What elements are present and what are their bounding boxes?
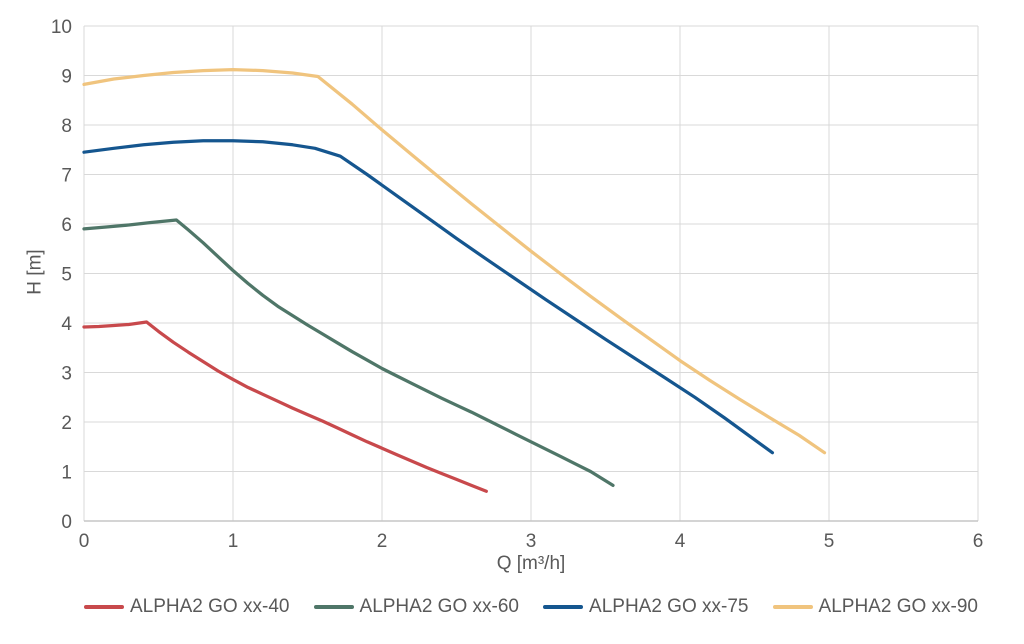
x-tick-label: 2 <box>377 531 388 552</box>
series-line-alpha2-go-xx-75 <box>82 139 775 455</box>
legend-label: ALPHA2 GO xx-90 <box>818 596 978 617</box>
x-tick-label: 5 <box>824 531 835 552</box>
y-axis-title: H [m] <box>24 249 46 295</box>
legend-item-alpha2-go-xx-90: ALPHA2 GO xx-90 <box>772 596 978 618</box>
legend-swatch <box>772 605 813 609</box>
x-tick-label: 3 <box>526 531 537 552</box>
y-tick-label: 4 <box>61 314 72 335</box>
legend-swatch <box>543 605 584 609</box>
legend: ALPHA2 GO xx-40 ALPHA2 GO xx-60 ALPHA2 GO … <box>84 596 978 618</box>
y-tick-label: 6 <box>61 215 72 236</box>
y-tick-label: 1 <box>61 463 72 484</box>
legend-swatch <box>313 605 354 609</box>
legend-item-alpha2-go-xx-75: ALPHA2 GO xx-75 <box>543 596 748 618</box>
legend-item-alpha2-go-xx-40: ALPHA2 GO xx-40 <box>84 596 289 618</box>
legend-item-alpha2-go-xx-60: ALPHA2 GO xx-60 <box>313 596 519 618</box>
x-tick-label: 6 <box>973 531 984 552</box>
y-tick-label: 10 <box>51 17 72 38</box>
x-tick-label: 4 <box>675 531 686 552</box>
x-tick-label: 1 <box>228 531 239 552</box>
y-tick-label: 7 <box>61 166 72 187</box>
legend-label: ALPHA2 GO xx-40 <box>130 596 290 617</box>
series-line-alpha2-go-xx-40 <box>82 320 488 493</box>
legend-label: ALPHA2 GO xx-60 <box>359 596 519 617</box>
y-tick-label: 8 <box>61 116 72 137</box>
y-tick-label: 5 <box>61 265 72 286</box>
y-tick-label: 3 <box>61 364 72 385</box>
series-line-alpha2-go-xx-90 <box>82 67 827 455</box>
y-tick-label: 0 <box>61 512 72 533</box>
legend-swatch <box>84 605 124 609</box>
series-line-alpha2-go-xx-60 <box>82 218 615 488</box>
x-axis-title: Q [m³/h] <box>496 553 566 574</box>
x-tick-label: 0 <box>79 531 90 552</box>
y-tick-label: 2 <box>61 413 72 434</box>
y-tick-label: 9 <box>61 67 72 88</box>
legend-label: ALPHA2 GO xx-75 <box>589 596 749 617</box>
